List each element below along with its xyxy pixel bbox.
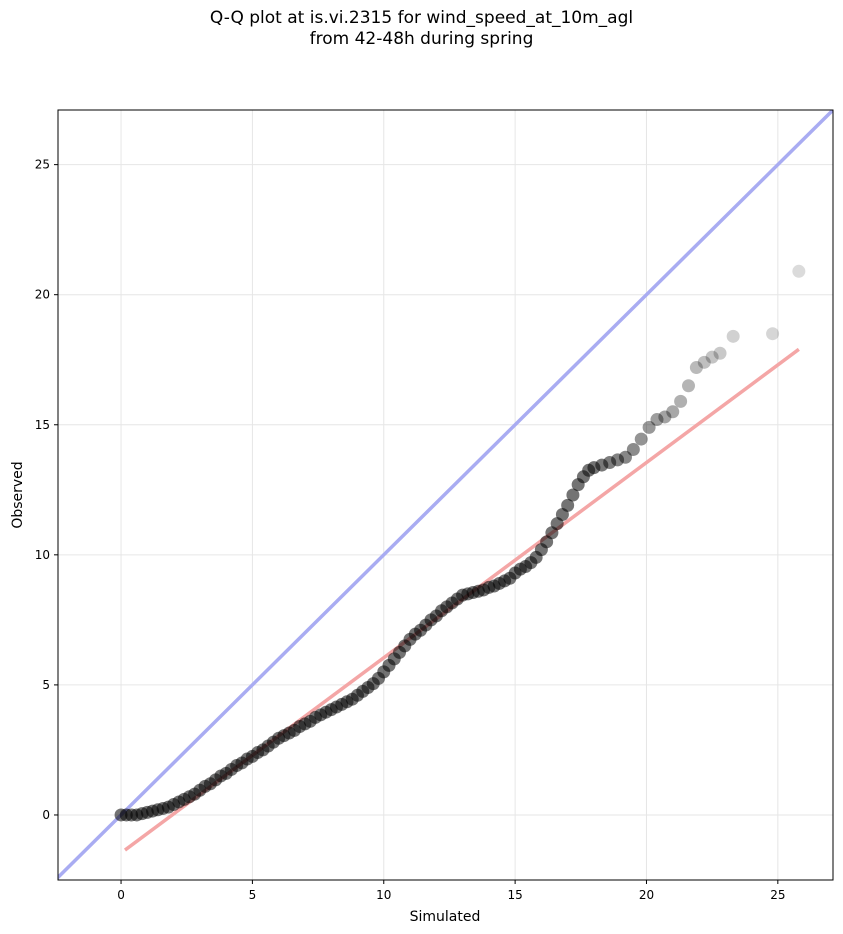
grid [58, 110, 833, 880]
x-tick-label: 5 [249, 888, 257, 902]
x-tick-label: 10 [376, 888, 391, 902]
x-tick-label: 0 [117, 888, 125, 902]
data-point [666, 405, 680, 419]
chart-title-line-2: from 42-48h during spring [309, 29, 534, 49]
data-point [726, 329, 740, 343]
data-point [674, 394, 688, 408]
x-axis-label: Simulated [410, 909, 481, 925]
y-tick-label: 25 [35, 158, 50, 172]
chart-title: Q-Q plot at is.vi.2315 for wind_speed_at… [0, 8, 843, 50]
data-point [618, 450, 632, 464]
data-point [766, 327, 780, 341]
data-point [705, 350, 719, 364]
reference-lines [58, 110, 833, 880]
data-point [642, 420, 656, 434]
chart-title-line-1: Q-Q plot at is.vi.2315 for wind_speed_at… [209, 8, 634, 28]
y-tick-label: 5 [42, 678, 50, 692]
data-point [566, 488, 580, 502]
data-point [603, 455, 617, 469]
x-tick-label: 25 [770, 888, 785, 902]
y-tick-label: 15 [35, 418, 50, 432]
data-point [611, 453, 625, 467]
y-tick-label: 0 [42, 808, 50, 822]
data-point [682, 379, 696, 393]
data-point [697, 355, 711, 369]
y-axis-ticks: 0 5 10 15 20 25 [35, 158, 58, 822]
y-tick-label: 20 [35, 288, 50, 302]
x-tick-label: 20 [639, 888, 654, 902]
plot-frame [57, 109, 834, 881]
data-point [634, 432, 648, 446]
x-tick-label: 15 [507, 888, 522, 902]
data-point [689, 361, 703, 375]
data-point [792, 264, 806, 278]
x-axis-ticks: 0 5 10 15 20 25 [117, 880, 785, 902]
data-point [713, 346, 727, 360]
data-point [626, 442, 640, 456]
data-point [561, 498, 575, 512]
y-axis-label: Observed [10, 461, 26, 528]
data-points [114, 264, 806, 822]
identity-line [58, 110, 833, 880]
data-point [650, 413, 664, 427]
y-tick-label: 10 [35, 548, 50, 562]
data-point [658, 410, 672, 424]
